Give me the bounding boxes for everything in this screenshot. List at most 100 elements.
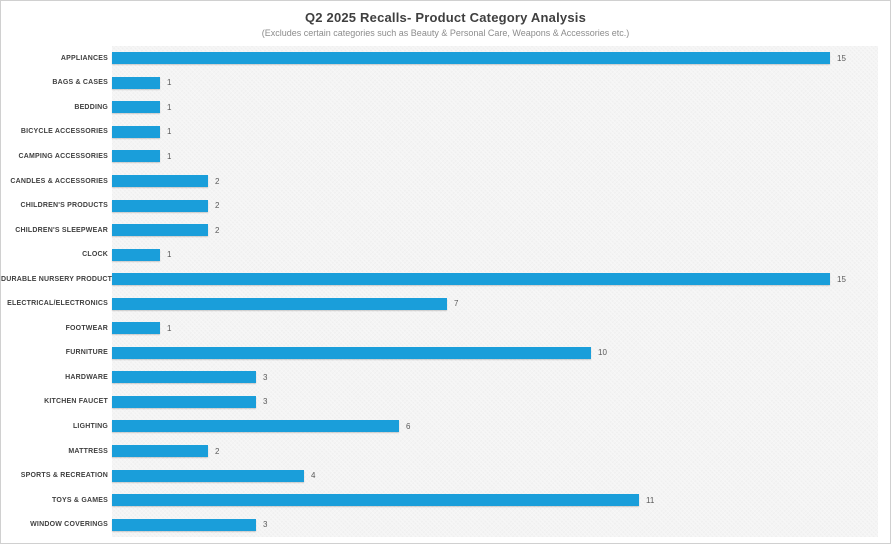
bar-row: CHILDREN'S SLEEPWEAR 2	[1, 218, 878, 243]
category-label: ELECTRICAL/ELECTRONICS	[7, 300, 108, 308]
category-label: CAMPING ACCESSORIES	[18, 152, 108, 160]
bar[interactable]	[112, 175, 208, 187]
category-label: BICYCLE ACCESSORIES	[20, 128, 108, 136]
bar[interactable]	[112, 518, 256, 531]
category-label: KITCHEN FAUCET	[44, 398, 108, 406]
bar-row: BICYCLE ACCESSORIES 1	[1, 120, 878, 145]
bar[interactable]	[112, 469, 304, 482]
value-label: 1	[167, 102, 172, 112]
bar[interactable]	[112, 52, 830, 65]
bar-row: APPLIANCES 15	[1, 46, 878, 71]
category-label: WINDOW COVERINGS	[30, 521, 108, 529]
bar-row: CLOCK 1	[1, 242, 878, 267]
chart-header: Q2 2025 Recalls- Product Category Analys…	[1, 1, 890, 46]
category-label: TOYS & GAMES	[52, 496, 108, 504]
bar-row: HARDWARE 3	[1, 365, 878, 390]
plot-cell: 3	[112, 512, 878, 537]
category-label: BAGS & CASES	[52, 79, 108, 87]
bar[interactable]	[112, 199, 208, 212]
plot-background	[112, 46, 878, 537]
bar-row: SPORTS & RECREATION 4	[1, 463, 878, 488]
bar[interactable]	[112, 76, 160, 89]
category-label: CLOCK	[82, 251, 108, 259]
plot-cell: 11	[112, 488, 878, 513]
bar[interactable]	[112, 371, 256, 384]
value-label: 1	[167, 323, 172, 333]
plot-cell: 6	[112, 414, 878, 439]
plot-cell: 1	[112, 95, 878, 120]
value-label: 3	[263, 372, 268, 382]
plot-cell: 1	[112, 120, 878, 145]
category-label: CANDLES & ACCESSORIES	[10, 177, 108, 185]
category-label: APPLIANCES	[60, 54, 108, 62]
chart-title: Q2 2025 Recalls- Product Category Analys…	[304, 10, 587, 25]
plot-cell: 2	[112, 193, 878, 218]
value-label: 3	[263, 520, 268, 530]
bar[interactable]	[112, 445, 208, 458]
plot-cell: 3	[112, 390, 878, 415]
value-label: 10	[598, 348, 607, 358]
bar[interactable]	[112, 273, 830, 286]
plot-cell: 4	[112, 463, 878, 488]
bar[interactable]	[112, 248, 160, 261]
category-label: SPORTS & RECREATION	[20, 472, 108, 480]
plot-cell: 15	[112, 267, 878, 292]
value-label: 6	[406, 421, 411, 431]
category-label: DURABLE NURSERY PRODUCT	[1, 275, 113, 283]
bar-row: CHILDREN'S PRODUCTS 2	[1, 193, 878, 218]
value-label: 2	[215, 176, 220, 186]
plot-cell: 1	[112, 144, 878, 169]
bar-row: KITCHEN FAUCET 3	[1, 390, 878, 415]
bar[interactable]	[112, 150, 160, 163]
plot-cell: 10	[112, 341, 878, 366]
bar[interactable]	[112, 125, 160, 138]
plot-cell: 2	[112, 439, 878, 464]
value-label: 15	[837, 53, 846, 63]
value-label: 15	[837, 274, 846, 284]
value-label: 7	[454, 299, 459, 309]
value-label: 2	[215, 201, 220, 211]
value-label: 1	[167, 127, 172, 137]
bar[interactable]	[112, 297, 447, 310]
category-label: BEDDING	[74, 103, 108, 111]
plot-cell: 1	[112, 71, 878, 96]
plot-cell: 7	[112, 291, 878, 316]
bar-row: BEDDING 1	[1, 95, 878, 120]
bar-chart: APPLIANCES 15 BAGS & CASES 1 BEDDING 1 BICYCLE…	[1, 46, 878, 537]
bar-row: DURABLE NURSERY PRODUCT 15	[1, 267, 878, 292]
bar-row: MATTRESS 2	[1, 439, 878, 464]
category-label: FURNITURE	[65, 349, 108, 357]
value-label: 2	[215, 446, 220, 456]
value-label: 1	[167, 250, 172, 260]
plot-cell: 3	[112, 365, 878, 390]
bar-row: CANDLES & ACCESSORIES 2	[1, 169, 878, 194]
bar-row: LIGHTING 6	[1, 414, 878, 439]
bar-row: ELECTRICAL/ELECTRONICS 7	[1, 291, 878, 316]
category-label: CHILDREN'S SLEEPWEAR	[15, 226, 108, 234]
bar[interactable]	[112, 224, 208, 237]
bar[interactable]	[112, 346, 591, 359]
value-label: 11	[646, 495, 655, 505]
category-label: FOOTWEAR	[65, 324, 108, 332]
category-label: HARDWARE	[65, 373, 108, 381]
category-label: LIGHTING	[72, 422, 108, 430]
bar-row: WINDOW COVERINGS 3	[1, 512, 878, 537]
bar[interactable]	[112, 322, 160, 335]
value-label: 1	[167, 151, 172, 161]
chart-subtitle: (Excludes certain categories such as Bea…	[261, 28, 630, 38]
plot-cell: 2	[112, 218, 878, 243]
bar-row: BAGS & CASES 1	[1, 71, 878, 96]
bar[interactable]	[112, 420, 399, 433]
bar[interactable]	[112, 395, 256, 408]
bar-row: TOYS & GAMES 11	[1, 488, 878, 513]
plot-cell: 2	[112, 169, 878, 194]
value-label: 1	[167, 78, 172, 88]
category-label: MATTRESS	[68, 447, 108, 455]
bar-row: FURNITURE 10	[1, 341, 878, 366]
value-label: 4	[311, 471, 316, 481]
value-label: 3	[263, 397, 268, 407]
value-label: 2	[215, 225, 220, 235]
bar[interactable]	[112, 101, 160, 114]
bar[interactable]	[112, 494, 639, 507]
